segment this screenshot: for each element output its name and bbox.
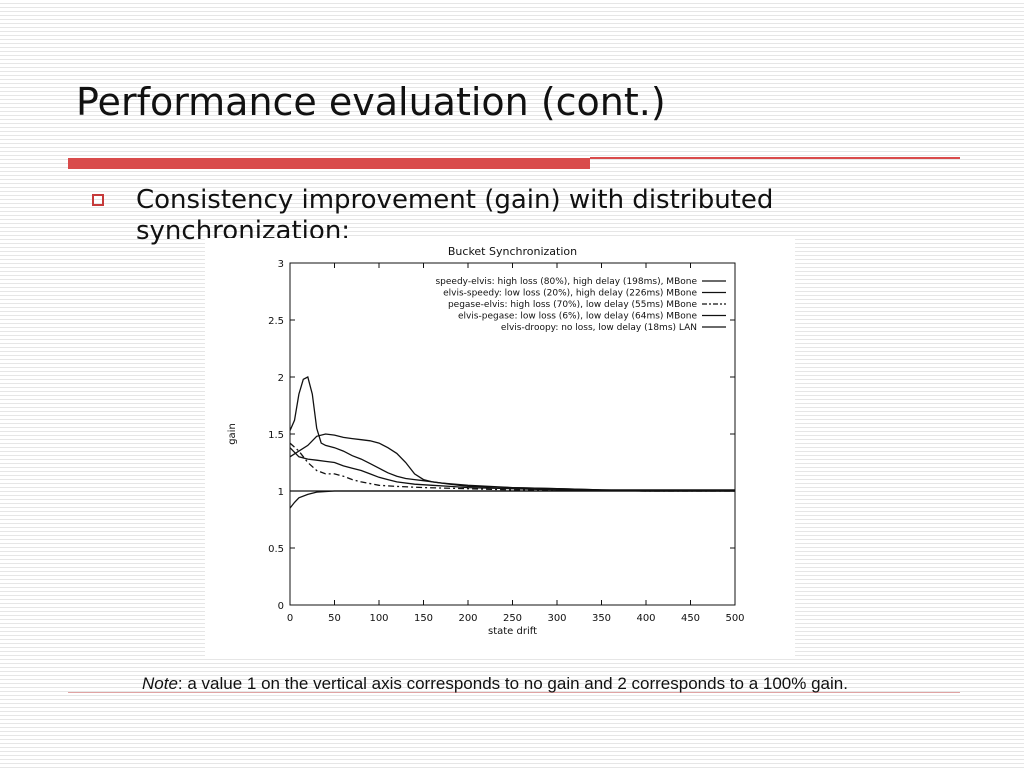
x-tick-label: 500 [725, 613, 744, 624]
x-tick-label: 300 [547, 613, 566, 624]
series-line-5 [289, 490, 735, 509]
x-tick-label: 450 [681, 613, 700, 624]
bullet-square-icon [92, 194, 104, 206]
y-tick-label: 1 [278, 487, 284, 498]
x-tick-label: 350 [592, 613, 611, 624]
note-label: Note [142, 674, 178, 693]
y-tick-label: 0.5 [268, 544, 284, 555]
title-underline-bar [68, 158, 590, 169]
series-line-2 [289, 433, 735, 492]
slide-title: Performance evaluation (cont.) [76, 80, 666, 124]
y-tick-label: 0 [278, 601, 284, 612]
note-text: : a value 1 on the vertical axis corresp… [177, 674, 848, 693]
y-tick-label: 2.5 [268, 316, 284, 327]
series-line-1 [289, 376, 735, 491]
x-tick-label: 200 [458, 613, 477, 624]
y-axis-label: gain [227, 423, 238, 445]
bullet-text: Consistency improvement (gain) with dist… [136, 185, 774, 246]
x-tick-label: 250 [503, 613, 522, 624]
x-tick-label: 50 [328, 613, 341, 624]
footnote: Note: a value 1 on the vertical axis cor… [142, 674, 848, 694]
x-axis-label: state drift [488, 626, 537, 637]
chart-panel: Bucket Synchronization 0 50 100 150 200 250 300… [205, 238, 795, 656]
y-tick-label: 2 [278, 373, 284, 384]
y-tick-label: 3 [278, 259, 284, 270]
y-tick-label: 1.5 [268, 430, 284, 441]
legend-label: elvis-speedy: low loss (20%), high delay… [443, 289, 697, 299]
x-tick-label: 0 [287, 613, 293, 624]
chart-title: Bucket Synchronization [448, 245, 577, 258]
x-tick-label: 150 [414, 613, 433, 624]
legend-label: elvis-droopy: no loss, low delay (18ms) … [501, 323, 697, 333]
series-line-4 [289, 447, 735, 492]
legend-label: speedy-elvis: high loss (80%), high dela… [435, 277, 697, 287]
legend-label: pegase-elvis: high loss (70%), low delay… [448, 300, 697, 310]
x-tick-label: 400 [636, 613, 655, 624]
x-tick-label: 100 [369, 613, 388, 624]
title-underline-rule [590, 157, 960, 159]
legend-label: elvis-pegase: low loss (6%), low delay (… [458, 312, 698, 322]
series-line-3 [289, 442, 735, 492]
footer-rule [68, 692, 960, 693]
